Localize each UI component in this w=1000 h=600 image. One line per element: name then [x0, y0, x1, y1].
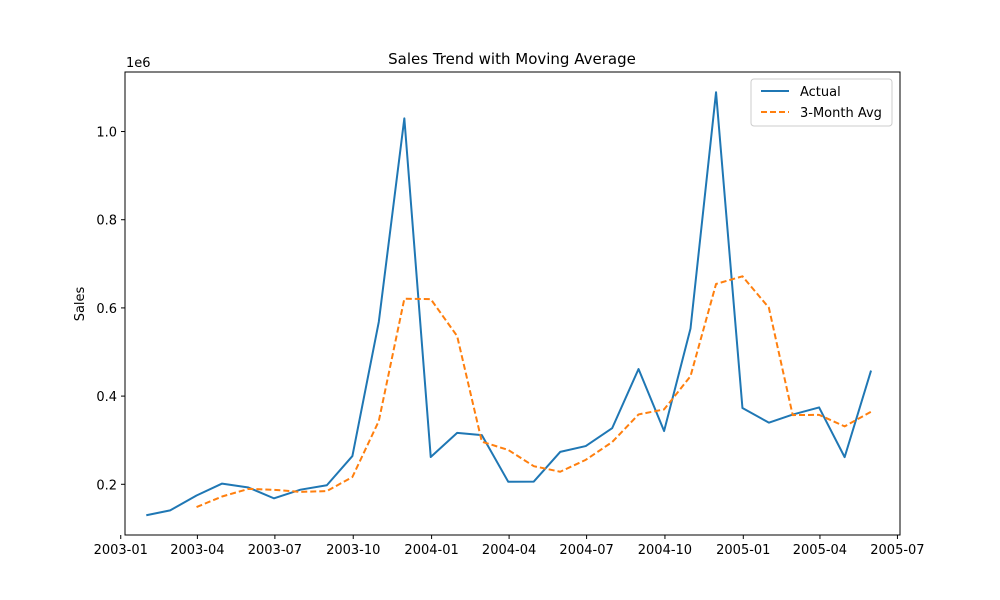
y-tick-label: 1.0: [96, 126, 117, 141]
x-tick-label: 2004-04: [482, 543, 536, 558]
x-tick-label: 2003-10: [326, 543, 380, 558]
x-tick-label: 2003-01: [94, 543, 148, 558]
series-lines: [146, 91, 872, 517]
y-tick-label: 0.6: [96, 302, 117, 317]
series-line-3-month-avg: [196, 275, 872, 508]
x-axis-ticks: 2003-01 2003-04 2003-07 2003-10 2004-01 2004-…: [94, 535, 925, 558]
y-tick-label: 0.4: [96, 390, 117, 405]
chart-title: Sales Trend with Moving Average: [388, 50, 636, 68]
legend: Actual 3-Month Avg: [750, 78, 893, 127]
y-tick-label: 0.8: [96, 214, 117, 229]
x-tick-label: 2005-04: [793, 543, 847, 558]
x-tick-label: 2004-10: [638, 543, 692, 558]
y-axis-label: Sales: [73, 286, 88, 321]
y-offset-label: 1e6: [126, 56, 151, 71]
x-tick-label: 2004-01: [404, 543, 458, 558]
y-axis-ticks: 0.2 0.4 0.6 0.8 1.0: [96, 126, 125, 493]
legend-label-actual: Actual: [800, 85, 841, 100]
x-tick-label: 2004-07: [559, 543, 613, 558]
x-tick-label: 2005-07: [870, 543, 924, 558]
x-tick-label: 2003-07: [248, 543, 302, 558]
legend-label-3-month-avg: 3-Month Avg: [800, 106, 882, 121]
x-tick-label: 2003-04: [170, 543, 224, 558]
y-tick-label: 0.2: [96, 478, 117, 493]
x-tick-label: 2005-01: [716, 543, 770, 558]
plot-frame: [124, 71, 901, 536]
series-line-actual: [146, 91, 872, 517]
